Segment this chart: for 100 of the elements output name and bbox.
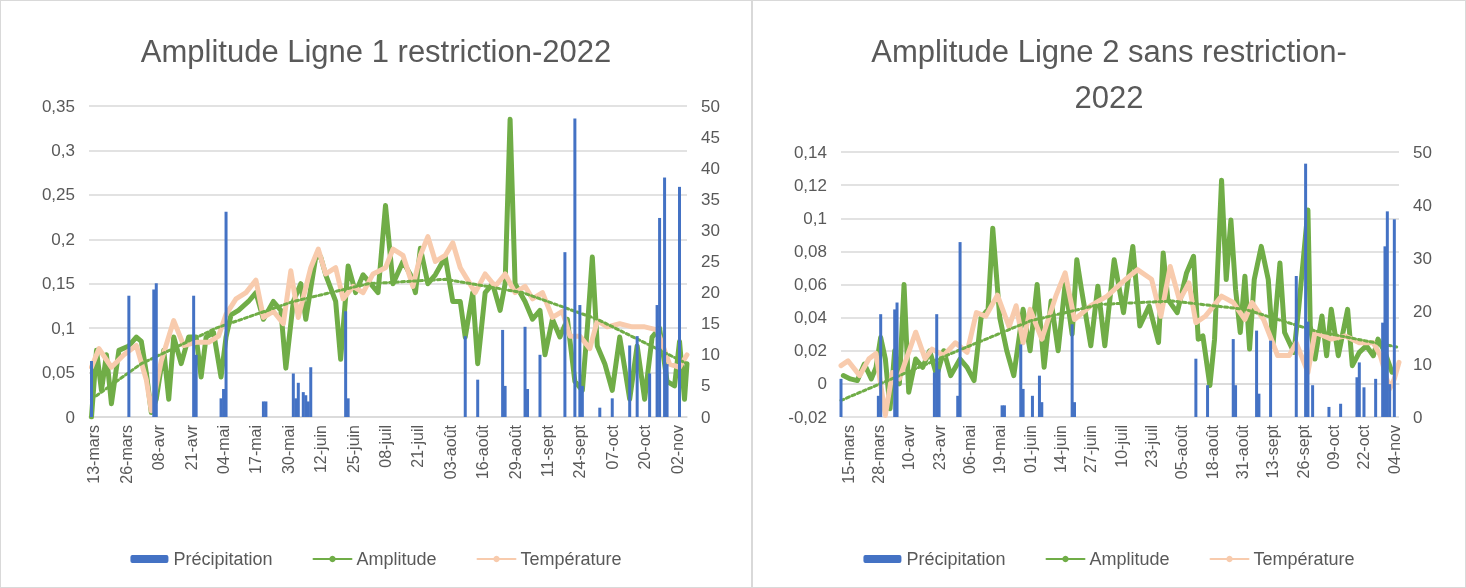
bar xyxy=(1269,340,1273,417)
y2-tick-label: 20 xyxy=(701,283,720,303)
y2-tick-label: 40 xyxy=(1413,195,1432,215)
x-tick-label: 27-juin xyxy=(1082,425,1100,474)
bar xyxy=(309,367,313,417)
bar xyxy=(610,398,614,417)
x-tick-label: 13-sept xyxy=(1264,424,1282,479)
x-tick-label: 04-nov xyxy=(1385,425,1403,474)
y2-tick-label: 10 xyxy=(701,345,720,365)
bar xyxy=(635,336,639,417)
x-tick-label: 02-nov xyxy=(668,425,686,474)
legend-label: Précipitation xyxy=(906,549,1006,569)
x-tick-label: 23-juil xyxy=(1143,425,1161,468)
bar xyxy=(1070,324,1074,417)
bar xyxy=(578,305,582,417)
bar xyxy=(192,295,196,417)
legend-label: Amplitude xyxy=(356,549,437,569)
y-tick-label: 0,3 xyxy=(51,140,75,160)
chart-title: Amplitude Ligne 1 restriction-2022 xyxy=(139,33,613,71)
bar xyxy=(501,329,505,417)
y-tick-label: 0,02 xyxy=(793,341,827,361)
y-tick-label: 0,15 xyxy=(41,274,75,294)
legend-label: Température xyxy=(1253,549,1355,569)
y-tick-label: 0,04 xyxy=(793,308,827,328)
y2-tick-label: 30 xyxy=(701,220,720,240)
bar xyxy=(1327,406,1331,417)
bar xyxy=(935,314,939,417)
bar xyxy=(895,302,899,417)
x-tick-label: 21-juil xyxy=(409,425,427,468)
legend-label: Précipitation xyxy=(173,549,273,569)
y2-tick-label: 45 xyxy=(701,127,720,147)
bar xyxy=(1030,395,1034,417)
x-tick-label: 24-sept xyxy=(571,424,589,479)
x-tick-label: 08-avr xyxy=(150,424,168,471)
x-tick-label: 14-juin xyxy=(1051,425,1069,474)
y2-tick-label: 0 xyxy=(701,407,711,427)
bar xyxy=(538,354,542,417)
legend-label: Température xyxy=(520,549,622,569)
y2-tick-label: 0 xyxy=(1413,407,1423,427)
y-tick-label: 0,1 xyxy=(51,318,75,338)
x-tick-label: 29-août xyxy=(506,424,524,480)
bar xyxy=(1392,219,1396,417)
x-tick-label: 06-mai xyxy=(960,425,978,474)
y2-tick-label: 40 xyxy=(701,158,720,178)
x-tick-label: 08-juil xyxy=(377,425,395,468)
y2-tick-label: 20 xyxy=(1413,301,1432,321)
y-tick-label: 0,35 xyxy=(41,96,75,116)
x-tick-label: 09-oct xyxy=(1325,424,1343,470)
x-tick-label: 17-mai xyxy=(247,425,265,474)
bar xyxy=(1385,211,1389,417)
bar xyxy=(1206,385,1210,417)
x-tick-label: 16-août xyxy=(474,424,492,480)
x-tick-label: 07-oct xyxy=(603,424,621,470)
bar xyxy=(628,345,632,417)
chart-title: Amplitude Ligne 2 sans restriction-2022 xyxy=(870,33,1348,117)
bar xyxy=(658,217,662,417)
x-tick-label: 13-mars xyxy=(85,425,103,484)
bar xyxy=(1294,276,1298,417)
x-tick-label: 26-sept xyxy=(1294,424,1312,479)
y-tick-label: 0,12 xyxy=(793,175,827,195)
bar xyxy=(573,118,577,417)
x-tick-label: 19-mai xyxy=(991,425,1009,474)
y2-tick-label: 10 xyxy=(1413,354,1432,374)
y-tick-label: 0 xyxy=(65,407,75,427)
bar xyxy=(296,382,300,417)
x-tick-label: 15-mars xyxy=(839,425,857,484)
bar xyxy=(879,314,883,417)
x-tick-label: 05-août xyxy=(1173,424,1191,480)
y-tick-label: 0,14 xyxy=(793,142,827,162)
y2-tick-label: 25 xyxy=(701,252,720,271)
bar xyxy=(224,211,228,417)
y-tick-label: 0,2 xyxy=(51,229,75,249)
y2-tick-label: 35 xyxy=(701,189,720,209)
x-tick-label: 30-mai xyxy=(279,425,297,474)
y2-tick-label: 30 xyxy=(1413,248,1432,268)
bar xyxy=(127,295,131,417)
bar xyxy=(663,177,667,417)
bar xyxy=(1194,358,1198,417)
y-tick-label: 0,1 xyxy=(803,208,827,228)
y2-tick-label: 15 xyxy=(701,314,720,334)
bar xyxy=(563,252,567,417)
y-tick-label: 0,06 xyxy=(793,275,827,294)
bar xyxy=(648,373,652,417)
x-tick-label: 10-avr xyxy=(900,424,918,471)
bar xyxy=(1357,362,1361,417)
x-tick-label: 21-avr xyxy=(182,424,200,471)
bar xyxy=(1255,330,1259,417)
bar xyxy=(1374,378,1378,417)
x-tick-label: 01-juin xyxy=(1021,425,1039,474)
x-tick-label: 31-août xyxy=(1234,424,1252,480)
bar xyxy=(476,379,480,417)
y-tick-label: 0,08 xyxy=(793,241,827,261)
bar xyxy=(678,186,682,417)
x-tick-label: 18-août xyxy=(1203,424,1221,480)
x-tick-label: 03-août xyxy=(441,424,459,480)
bar xyxy=(154,283,158,417)
bar xyxy=(344,311,348,417)
bar xyxy=(958,242,962,417)
x-tick-label: 04-mai xyxy=(215,425,233,474)
x-tick-label: 22-oct xyxy=(1355,424,1373,470)
